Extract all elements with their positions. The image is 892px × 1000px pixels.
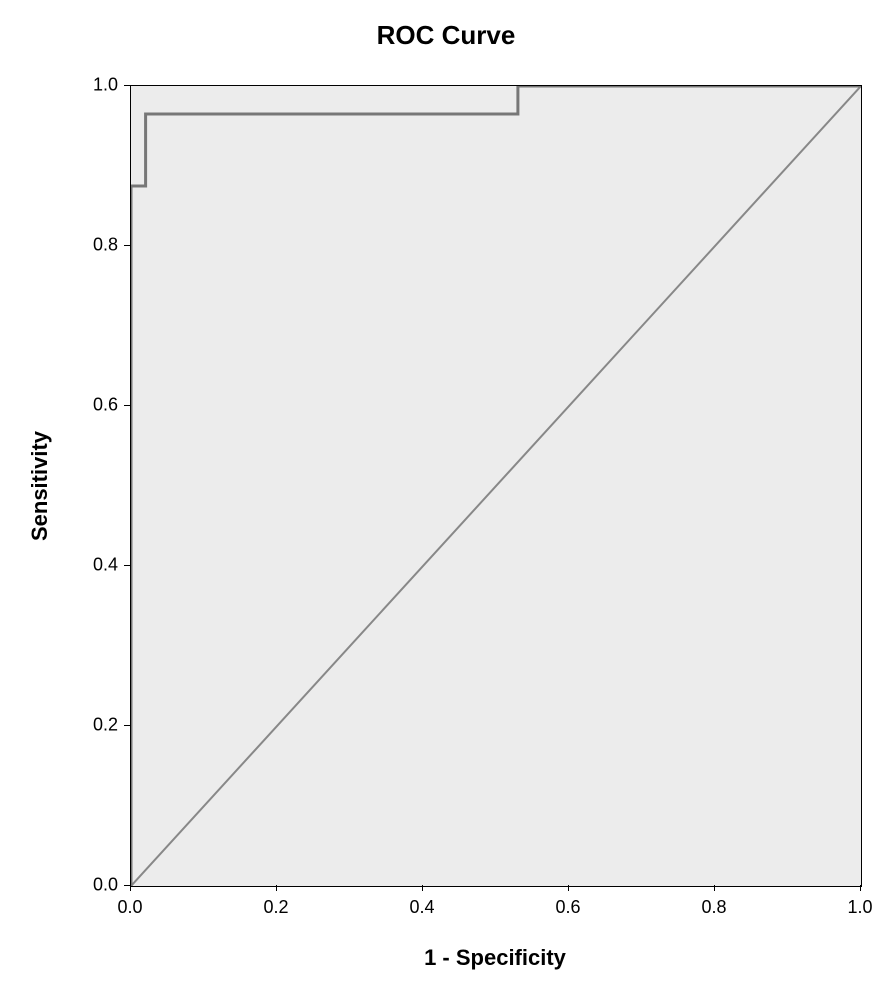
y-tick-label: 0.8 [84, 235, 118, 256]
y-tick-label: 0.4 [84, 555, 118, 576]
y-tick-mark [124, 405, 130, 406]
x-tick-label: 0.6 [555, 897, 580, 918]
y-axis-label: Sensitivity [27, 426, 53, 546]
y-tick-mark [124, 565, 130, 566]
plot-area [130, 85, 862, 887]
x-tick-label: 0.0 [117, 897, 142, 918]
x-tick-mark [714, 885, 715, 891]
plot-svg [131, 86, 861, 886]
x-tick-mark [422, 885, 423, 891]
x-tick-mark [568, 885, 569, 891]
y-tick-label: 1.0 [84, 75, 118, 96]
y-tick-label: 0.0 [84, 875, 118, 896]
y-tick-label: 0.6 [84, 395, 118, 416]
x-tick-label: 0.8 [701, 897, 726, 918]
x-tick-mark [860, 885, 861, 891]
y-tick-label: 0.2 [84, 715, 118, 736]
roc-chart: ROC Curve Sensitivity 1 - Specificity 0.… [0, 0, 892, 1000]
y-tick-mark [124, 245, 130, 246]
y-tick-mark [124, 85, 130, 86]
x-tick-label: 0.2 [263, 897, 288, 918]
chart-title: ROC Curve [0, 20, 892, 51]
x-tick-mark [276, 885, 277, 891]
reference-diagonal-line [131, 86, 861, 886]
y-tick-mark [124, 885, 130, 886]
x-tick-mark [130, 885, 131, 891]
x-axis-label: 1 - Specificity [395, 945, 595, 971]
x-tick-label: 0.4 [409, 897, 434, 918]
y-tick-mark [124, 725, 130, 726]
x-tick-label: 1.0 [847, 897, 872, 918]
